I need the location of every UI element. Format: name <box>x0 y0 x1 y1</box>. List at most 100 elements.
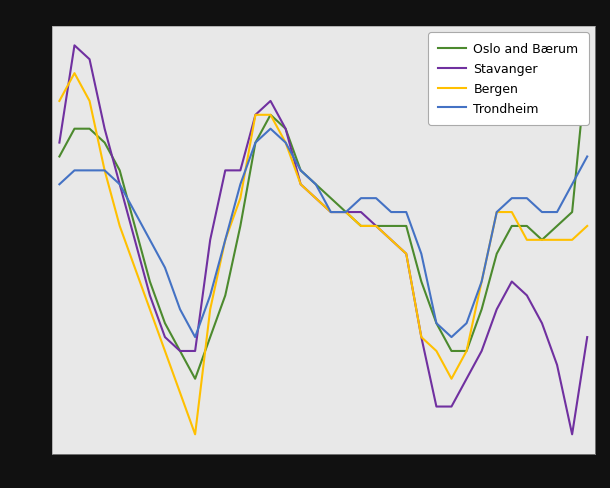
Stavanger <box>327 210 334 216</box>
Oslo and Bærum <box>584 57 591 63</box>
Bergen <box>297 182 304 188</box>
Trondheim <box>508 196 515 202</box>
Trondheim <box>478 279 486 285</box>
Bergen <box>432 348 440 354</box>
Oslo and Bærum <box>146 279 154 285</box>
Stavanger <box>161 334 168 340</box>
Oslo and Bærum <box>387 224 395 229</box>
Trondheim <box>312 182 320 188</box>
Oslo and Bærum <box>432 321 440 326</box>
Stavanger <box>86 57 93 63</box>
Trondheim <box>357 196 365 202</box>
Stavanger <box>221 168 229 174</box>
Bergen <box>584 224 591 229</box>
Trondheim <box>403 210 410 216</box>
Bergen <box>146 307 154 313</box>
Trondheim <box>131 210 138 216</box>
Stavanger <box>56 141 63 146</box>
Trondheim <box>584 154 591 160</box>
Bergen <box>342 210 350 216</box>
Bergen <box>569 237 576 243</box>
Oslo and Bærum <box>207 334 214 340</box>
Stavanger <box>523 293 531 299</box>
Stavanger <box>463 376 470 382</box>
Stavanger <box>553 362 561 368</box>
Bergen <box>312 196 320 202</box>
Oslo and Bærum <box>267 113 274 119</box>
Trondheim <box>373 196 380 202</box>
Trondheim <box>101 168 109 174</box>
Oslo and Bærum <box>192 376 199 382</box>
Bergen <box>448 376 455 382</box>
Oslo and Bærum <box>508 224 515 229</box>
Oslo and Bærum <box>342 210 350 216</box>
Stavanger <box>71 43 78 49</box>
Bergen <box>267 113 274 119</box>
Bergen <box>403 251 410 257</box>
Bergen <box>373 224 380 229</box>
Bergen <box>56 99 63 104</box>
Stavanger <box>403 251 410 257</box>
Stavanger <box>373 224 380 229</box>
Oslo and Bærum <box>357 224 365 229</box>
Oslo and Bærum <box>448 348 455 354</box>
Oslo and Bærum <box>86 126 93 132</box>
Oslo and Bærum <box>56 154 63 160</box>
Trondheim <box>221 237 229 243</box>
Stavanger <box>342 210 350 216</box>
Oslo and Bærum <box>71 126 78 132</box>
Oslo and Bærum <box>131 224 138 229</box>
Oslo and Bærum <box>312 182 320 188</box>
Bergen <box>101 168 109 174</box>
Bergen <box>161 348 168 354</box>
Stavanger <box>538 321 545 326</box>
Trondheim <box>252 141 259 146</box>
Bergen <box>508 210 515 216</box>
Stavanger <box>357 210 365 216</box>
Bergen <box>282 141 289 146</box>
Stavanger <box>116 182 123 188</box>
Stavanger <box>418 334 425 340</box>
Line: Oslo and Bærum: Oslo and Bærum <box>59 60 587 379</box>
Trondheim <box>432 321 440 326</box>
Oslo and Bærum <box>221 293 229 299</box>
Bergen <box>176 390 184 396</box>
Bergen <box>553 237 561 243</box>
Line: Bergen: Bergen <box>59 74 587 434</box>
Oslo and Bærum <box>101 141 109 146</box>
Trondheim <box>387 210 395 216</box>
Stavanger <box>237 168 244 174</box>
Stavanger <box>267 99 274 104</box>
Stavanger <box>478 348 486 354</box>
Stavanger <box>192 348 199 354</box>
Trondheim <box>86 168 93 174</box>
Trondheim <box>463 321 470 326</box>
Bergen <box>116 224 123 229</box>
Bergen <box>327 210 334 216</box>
Trondheim <box>116 182 123 188</box>
Stavanger <box>146 293 154 299</box>
Trondheim <box>297 168 304 174</box>
Bergen <box>538 237 545 243</box>
Stavanger <box>131 237 138 243</box>
Oslo and Bærum <box>282 126 289 132</box>
Stavanger <box>252 113 259 119</box>
Oslo and Bærum <box>176 348 184 354</box>
Stavanger <box>432 404 440 409</box>
Stavanger <box>176 348 184 354</box>
Oslo and Bærum <box>252 141 259 146</box>
Stavanger <box>282 126 289 132</box>
Trondheim <box>282 141 289 146</box>
Stavanger <box>569 431 576 437</box>
Oslo and Bærum <box>569 210 576 216</box>
Oslo and Bærum <box>237 224 244 229</box>
Stavanger <box>207 237 214 243</box>
Trondheim <box>176 307 184 313</box>
Bergen <box>221 237 229 243</box>
Bergen <box>192 431 199 437</box>
Stavanger <box>448 404 455 409</box>
Bergen <box>418 334 425 340</box>
Trondheim <box>569 182 576 188</box>
Oslo and Bærum <box>161 321 168 326</box>
Trondheim <box>192 334 199 340</box>
